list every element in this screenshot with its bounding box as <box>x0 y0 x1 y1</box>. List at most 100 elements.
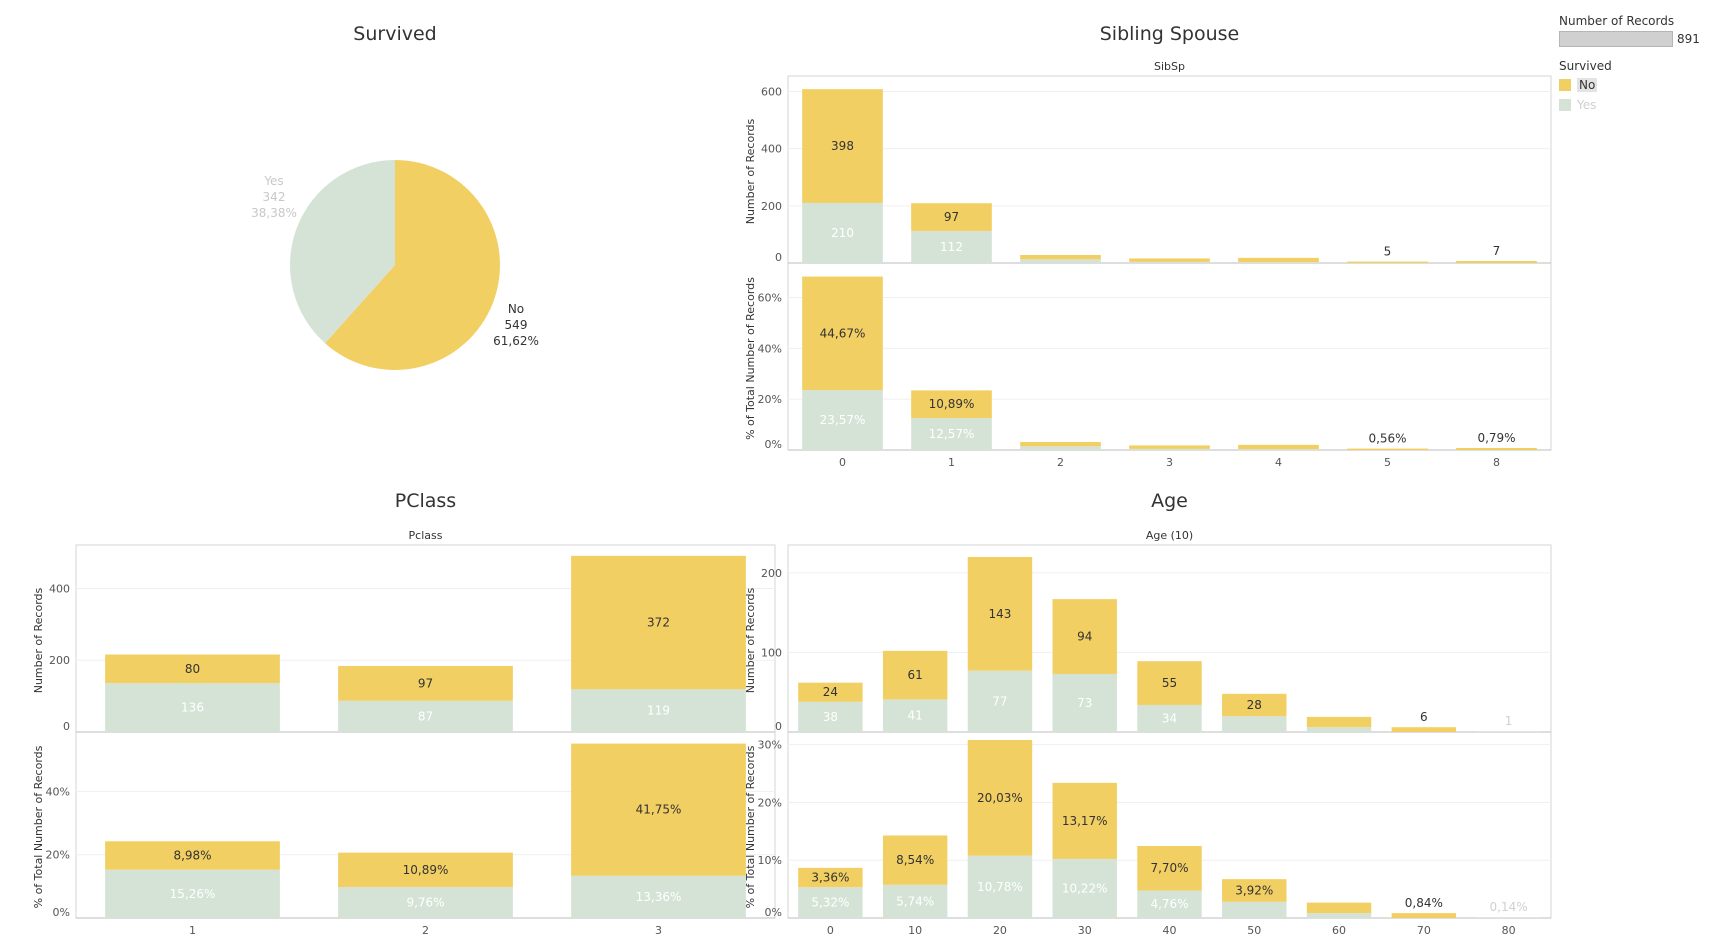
age-bottom-bar-yes <box>798 887 863 918</box>
age-top-label-yes: 41 <box>908 709 923 723</box>
age-top-bar-yes <box>882 699 948 732</box>
pclass-top-y-label: Number of Records <box>32 587 45 693</box>
age-bottom-bar-yes <box>1222 901 1287 918</box>
age-top-bar-no <box>1137 661 1202 705</box>
sibsp-x-tick: 2 <box>1057 456 1064 469</box>
age-x-tick: 60 <box>1332 924 1346 937</box>
sibsp-bottom-bar-no <box>1347 448 1428 450</box>
sibsp-top-bar-no <box>1347 261 1428 263</box>
age-bottom-label-yes: 10,22% <box>1062 881 1108 895</box>
sibsp-top-bar-no <box>1456 260 1537 263</box>
age-top-bar-no <box>1306 716 1372 728</box>
pclass-top-bar-yes <box>338 700 513 732</box>
age-column-header: Age (10) <box>1146 529 1193 542</box>
pie-chart-title: Survived <box>353 23 436 45</box>
pclass-top-bar-yes <box>571 689 746 732</box>
pclass-x-tick: 2 <box>422 924 429 937</box>
legend-item-yes[interactable]: Yes <box>1559 96 1704 114</box>
sibsp-x-tick: 5 <box>1384 456 1391 469</box>
pclass-top-label-yes: 87 <box>418 709 433 723</box>
pclass-top-bar-no <box>338 665 513 701</box>
age-bottom-y-tick: 20% <box>758 796 782 809</box>
pie-label-yes-count: 342 <box>263 190 286 204</box>
age-bottom-y-tick: 30% <box>758 739 782 752</box>
age-x-tick: 10 <box>908 924 922 937</box>
age-bottom-y-tick: 0% <box>765 906 782 919</box>
sibsp-top-bar-yes <box>1129 261 1210 263</box>
sibsp-bottom-bar-yes <box>1129 448 1210 450</box>
age-top-bar-yes <box>967 670 1033 732</box>
age-top-bar-no <box>1052 599 1117 674</box>
age-bottom-label-no: 0,84% <box>1405 896 1443 910</box>
sibsp-top-bar-no <box>1129 258 1210 262</box>
pclass-top-bar-no <box>105 654 280 684</box>
age-top-bar-yes <box>1306 727 1372 732</box>
pclass-bottom-bar-no <box>338 852 513 888</box>
age-top-label-yes: 73 <box>1077 696 1092 710</box>
sibsp-bottom-label-yes: 23,57% <box>820 413 866 427</box>
age-bottom-label-no: 13,17% <box>1062 814 1108 828</box>
legend-label-yes: Yes <box>1577 98 1597 112</box>
pclass-top-label-yes: 136 <box>181 701 204 715</box>
sibsp-top-label-no: 7 <box>1493 244 1501 258</box>
sibsp-top-bar-yes <box>802 202 883 263</box>
legend-item-no[interactable]: No <box>1559 76 1704 94</box>
age-top-bar-yes <box>798 701 863 732</box>
age-bottom-y-tick: 10% <box>758 854 782 867</box>
pclass-bottom-label-no: 41,75% <box>636 803 682 817</box>
pclass-bottom-bar-yes <box>105 869 280 918</box>
sibsp-bottom-label-yes: 12,57% <box>929 427 975 441</box>
pclass-chart-title: PClass <box>395 490 456 512</box>
age-bottom-y-label: % of Total Number of Records <box>744 745 757 908</box>
pclass-top-label-no: 372 <box>647 616 670 630</box>
age-top-y-tick: 200 <box>761 567 782 580</box>
pie-slice-yes <box>290 160 395 344</box>
age-bottom-bar-yes <box>1052 858 1117 918</box>
pclass-bottom-bar-yes <box>338 887 513 918</box>
age-x-tick: 30 <box>1078 924 1092 937</box>
size-legend: 891 <box>1559 31 1704 47</box>
legend-label-no: No <box>1577 78 1598 92</box>
size-legend-title: Number of Records <box>1559 14 1675 28</box>
age-bottom-bar-yes <box>967 855 1033 918</box>
sibsp-bottom-y-tick: 60% <box>758 292 782 305</box>
age-chart-title: Age <box>1151 490 1188 512</box>
age-top-label-yes: 34 <box>1162 711 1177 725</box>
sibsp-column-header: SibSp <box>1154 60 1185 73</box>
legend-panel: Number of Records 891 Survived No Yes <box>1559 14 1704 114</box>
sibsp-bottom-bar-no <box>1020 442 1101 447</box>
age-top-label-no: 61 <box>908 668 923 682</box>
pclass-bottom-y-tick: 0% <box>53 906 70 919</box>
pclass-bottom-y-label: % of Total Number of Records <box>32 745 45 908</box>
age-top-label-no: 6 <box>1420 710 1428 724</box>
pclass-top-label-no: 97 <box>418 676 433 690</box>
sibsp-top-y-tick: 400 <box>761 143 782 156</box>
sibsp-top-bar-yes <box>1020 259 1101 263</box>
pie-label-no-name: No <box>508 302 524 316</box>
age-top-label-no: 24 <box>823 685 838 699</box>
age-bottom-bar-no <box>1222 879 1287 902</box>
sibsp-bottom-y-tick: 0% <box>765 438 782 451</box>
age-top-bar-no <box>882 650 948 700</box>
age-top-bar-yes <box>1222 716 1287 732</box>
age-top-bar-yes <box>1052 673 1117 732</box>
pclass-top-label-no: 80 <box>185 662 200 676</box>
age-top-label-yes: 1 <box>1505 714 1513 728</box>
pclass-bottom-label-no: 10,89% <box>403 863 449 877</box>
sibsp-x-tick: 0 <box>839 456 846 469</box>
size-legend-bar <box>1559 31 1673 47</box>
sibsp-top-label-yes: 210 <box>831 226 854 240</box>
sibsp-top-bar-no <box>1020 254 1101 260</box>
sibsp-top-bar-yes <box>1238 262 1319 263</box>
pie-label-yes-name: Yes <box>263 174 283 188</box>
age-x-tick: 0 <box>827 924 834 937</box>
sibsp-top-y-tick: 0 <box>775 251 782 264</box>
sibsp-bottom-bar-no <box>1129 445 1210 449</box>
pie-label-no-count: 549 <box>505 318 528 332</box>
age-bottom-bar-yes <box>1137 890 1202 918</box>
pie-label-no-percent: 61,62% <box>493 334 539 348</box>
sibsp-top-label-no: 97 <box>944 210 959 224</box>
pclass-bottom-label-no: 8,98% <box>173 848 211 862</box>
age-bottom-label-no: 3,36% <box>811 871 849 885</box>
age-top-label-no: 143 <box>988 607 1011 621</box>
